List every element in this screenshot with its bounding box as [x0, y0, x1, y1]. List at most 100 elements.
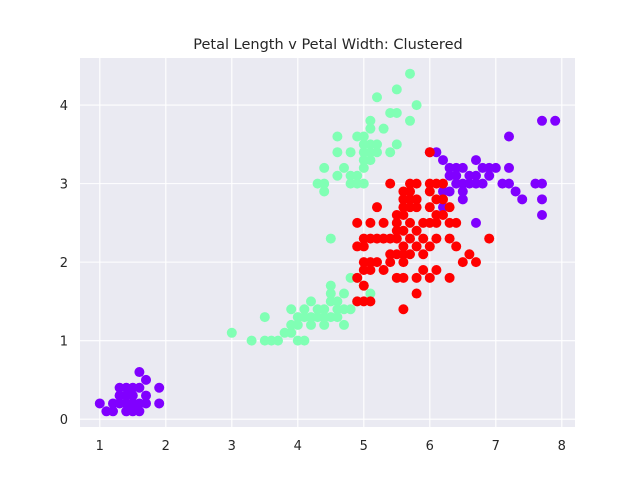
data-point-cluster-1	[391, 139, 402, 150]
data-point-cluster-0	[484, 170, 495, 181]
data-point-cluster-2	[484, 233, 495, 244]
data-point-cluster-0	[537, 115, 547, 126]
data-point-cluster-2	[431, 264, 442, 275]
data-point-cluster-0	[134, 382, 145, 393]
x-tick-label: 7	[492, 439, 500, 454]
data-point-cluster-2	[372, 257, 382, 268]
data-point-cluster-2	[451, 217, 462, 228]
data-point-cluster-2	[385, 257, 396, 268]
data-point-cluster-0	[504, 131, 514, 142]
data-point-cluster-0	[154, 382, 165, 393]
data-point-cluster-0	[94, 398, 105, 409]
data-point-cluster-1	[358, 131, 369, 142]
data-point-cluster-1	[319, 186, 330, 197]
data-point-cluster-0	[510, 186, 521, 197]
data-point-cluster-1	[325, 288, 336, 299]
x-tick-label: 2	[162, 439, 170, 454]
data-point-cluster-2	[431, 233, 442, 244]
data-point-cluster-0	[438, 155, 448, 166]
x-tick-labels: 1 2 3 4 5 6 7 8	[96, 439, 566, 454]
data-point-cluster-2	[358, 241, 369, 252]
data-point-cluster-1	[299, 335, 310, 346]
data-point-cluster-0	[141, 398, 151, 409]
data-point-cluster-1	[273, 335, 283, 346]
data-point-cluster-1	[358, 162, 369, 173]
data-point-cluster-2	[398, 304, 409, 315]
data-point-cluster-0	[108, 406, 118, 417]
data-point-cluster-0	[127, 402, 138, 413]
data-point-cluster-1	[385, 147, 396, 158]
x-tick-label: 3	[228, 439, 236, 454]
data-point-cluster-2	[398, 241, 409, 252]
data-point-cluster-2	[418, 264, 429, 275]
data-point-cluster-2	[411, 194, 422, 205]
data-point-cluster-2	[411, 241, 422, 252]
data-point-cluster-1	[405, 115, 415, 126]
data-point-cluster-1	[319, 162, 330, 173]
data-point-cluster-1	[332, 296, 343, 307]
data-point-cluster-2	[444, 272, 455, 283]
data-point-cluster-2	[424, 202, 435, 213]
data-point-cluster-2	[398, 210, 409, 221]
x-tick-label: 5	[360, 439, 368, 454]
data-point-cluster-1	[306, 296, 316, 307]
data-point-cluster-0	[471, 170, 481, 181]
data-point-cluster-2	[444, 233, 455, 244]
data-point-cluster-2	[378, 264, 389, 275]
data-point-cluster-0	[537, 210, 547, 221]
data-point-cluster-2	[431, 217, 442, 228]
data-point-cluster-2	[411, 202, 422, 213]
y-tick-label: 1	[60, 335, 68, 350]
data-point-cluster-1	[391, 84, 402, 95]
data-point-cluster-1	[365, 288, 376, 299]
data-point-cluster-2	[352, 272, 363, 283]
data-point-cluster-2	[411, 178, 422, 189]
data-point-cluster-1	[345, 304, 356, 315]
data-point-cluster-0	[537, 194, 547, 205]
data-point-cluster-2	[424, 147, 435, 158]
data-point-cluster-2	[457, 257, 468, 268]
data-point-cluster-0	[457, 194, 468, 205]
data-point-cluster-2	[398, 202, 409, 213]
data-point-cluster-1	[332, 170, 343, 181]
data-point-cluster-0	[457, 162, 468, 173]
data-point-cluster-0	[537, 178, 547, 189]
data-point-cluster-2	[424, 178, 435, 189]
data-point-cluster-2	[418, 233, 429, 244]
data-point-cluster-2	[405, 233, 415, 244]
data-point-cluster-1	[292, 319, 303, 330]
data-point-cluster-0	[504, 162, 514, 173]
data-point-cluster-1	[332, 312, 343, 323]
y-tick-label: 4	[60, 99, 68, 114]
data-point-cluster-0	[477, 178, 488, 189]
x-tick-label: 6	[426, 439, 434, 454]
data-point-cluster-1	[372, 139, 382, 150]
data-point-cluster-1	[286, 304, 297, 315]
data-point-cluster-2	[398, 257, 409, 268]
x-tick-label: 1	[96, 439, 104, 454]
data-point-cluster-2	[365, 217, 376, 228]
data-point-cluster-2	[418, 217, 429, 228]
data-point-cluster-1	[378, 123, 389, 134]
y-tick-label: 0	[60, 413, 68, 428]
data-point-cluster-2	[431, 194, 442, 205]
data-point-cluster-0	[141, 374, 151, 385]
data-point-cluster-0	[438, 186, 448, 197]
data-point-cluster-0	[141, 390, 151, 401]
data-point-cluster-1	[352, 170, 363, 181]
data-point-cluster-2	[418, 249, 429, 260]
data-point-cluster-1	[325, 233, 336, 244]
data-point-cluster-1	[372, 92, 382, 103]
data-point-cluster-2	[444, 202, 455, 213]
data-point-cluster-2	[378, 217, 389, 228]
data-point-cluster-1	[319, 319, 330, 330]
y-tick-label: 3	[60, 178, 68, 193]
data-point-cluster-2	[451, 241, 462, 252]
data-point-cluster-0	[154, 398, 165, 409]
data-point-cluster-2	[352, 217, 363, 228]
data-point-cluster-1	[312, 178, 323, 189]
data-point-cluster-2	[424, 186, 435, 197]
data-point-cluster-2	[398, 225, 409, 236]
data-point-cluster-0	[504, 178, 514, 189]
